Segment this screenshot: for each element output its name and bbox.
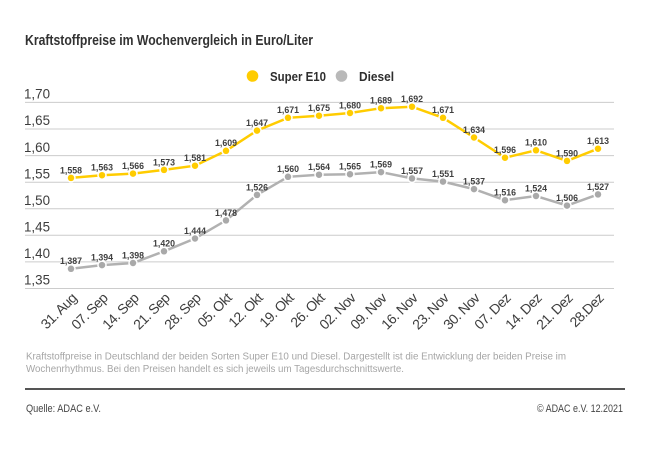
svg-text:1,671: 1,671 <box>277 105 299 115</box>
svg-text:1,40: 1,40 <box>24 246 50 261</box>
svg-text:1,564: 1,564 <box>308 162 331 172</box>
svg-text:1,537: 1,537 <box>463 177 485 187</box>
svg-text:28. Sep: 28. Sep <box>161 289 204 332</box>
svg-text:1,609: 1,609 <box>215 138 237 148</box>
svg-text:Kraftstoffpreise im Wochenverg: Kraftstoffpreise im Wochenvergleich in E… <box>25 32 313 49</box>
svg-text:1,60: 1,60 <box>24 140 50 155</box>
svg-text:1,563: 1,563 <box>91 163 113 173</box>
svg-text:1,671: 1,671 <box>432 105 454 115</box>
svg-text:28.Dez: 28.Dez <box>566 289 607 330</box>
svg-text:1,634: 1,634 <box>463 125 486 135</box>
svg-text:1,55: 1,55 <box>24 166 50 181</box>
svg-text:1,581: 1,581 <box>184 153 206 163</box>
svg-text:1,675: 1,675 <box>308 103 330 113</box>
svg-text:1,551: 1,551 <box>432 169 454 179</box>
svg-text:1,558: 1,558 <box>60 165 82 175</box>
svg-text:1,524: 1,524 <box>525 183 548 193</box>
svg-text:1,420: 1,420 <box>153 239 175 249</box>
svg-text:1,526: 1,526 <box>246 182 268 192</box>
svg-text:1,50: 1,50 <box>24 193 50 208</box>
svg-text:Diesel: Diesel <box>359 69 394 84</box>
svg-text:1,394: 1,394 <box>91 253 114 263</box>
svg-text:1,569: 1,569 <box>370 160 392 170</box>
svg-text:1,70: 1,70 <box>24 87 50 102</box>
svg-text:1,506: 1,506 <box>556 193 578 203</box>
svg-text:1,560: 1,560 <box>277 164 299 174</box>
svg-text:1,596: 1,596 <box>494 145 516 155</box>
svg-text:© ADAC e.V. 12.2021: © ADAC e.V. 12.2021 <box>537 403 623 415</box>
svg-text:1,566: 1,566 <box>122 161 144 171</box>
svg-text:1,444: 1,444 <box>184 226 207 236</box>
svg-text:1,590: 1,590 <box>556 148 578 158</box>
svg-text:1,35: 1,35 <box>24 273 50 288</box>
svg-text:1,387: 1,387 <box>60 256 82 266</box>
svg-text:1,527: 1,527 <box>587 182 609 192</box>
svg-text:1,680: 1,680 <box>339 100 361 110</box>
svg-text:1,478: 1,478 <box>215 208 237 218</box>
svg-text:1,516: 1,516 <box>494 188 516 198</box>
svg-text:1,610: 1,610 <box>525 138 547 148</box>
svg-text:Kraftstoffpreise in Deutschlan: Kraftstoffpreise in Deutschland der beid… <box>26 352 566 363</box>
svg-text:1,689: 1,689 <box>370 96 392 106</box>
svg-text:1,565: 1,565 <box>339 162 361 172</box>
svg-text:Wochenrhythmus. Bei den Preise: Wochenrhythmus. Bei den Preisen handelt … <box>26 364 404 375</box>
svg-text:1,613: 1,613 <box>587 136 609 146</box>
svg-text:1,557: 1,557 <box>401 166 423 176</box>
svg-text:1,573: 1,573 <box>153 157 175 167</box>
svg-text:Super E10: Super E10 <box>270 69 326 84</box>
svg-text:Quelle: ADAC e.V.: Quelle: ADAC e.V. <box>26 403 101 415</box>
svg-text:1,45: 1,45 <box>24 220 50 235</box>
svg-text:1,65: 1,65 <box>24 113 50 128</box>
svg-text:1,692: 1,692 <box>401 94 423 104</box>
svg-text:1,647: 1,647 <box>246 118 268 128</box>
svg-text:1,398: 1,398 <box>122 250 144 260</box>
